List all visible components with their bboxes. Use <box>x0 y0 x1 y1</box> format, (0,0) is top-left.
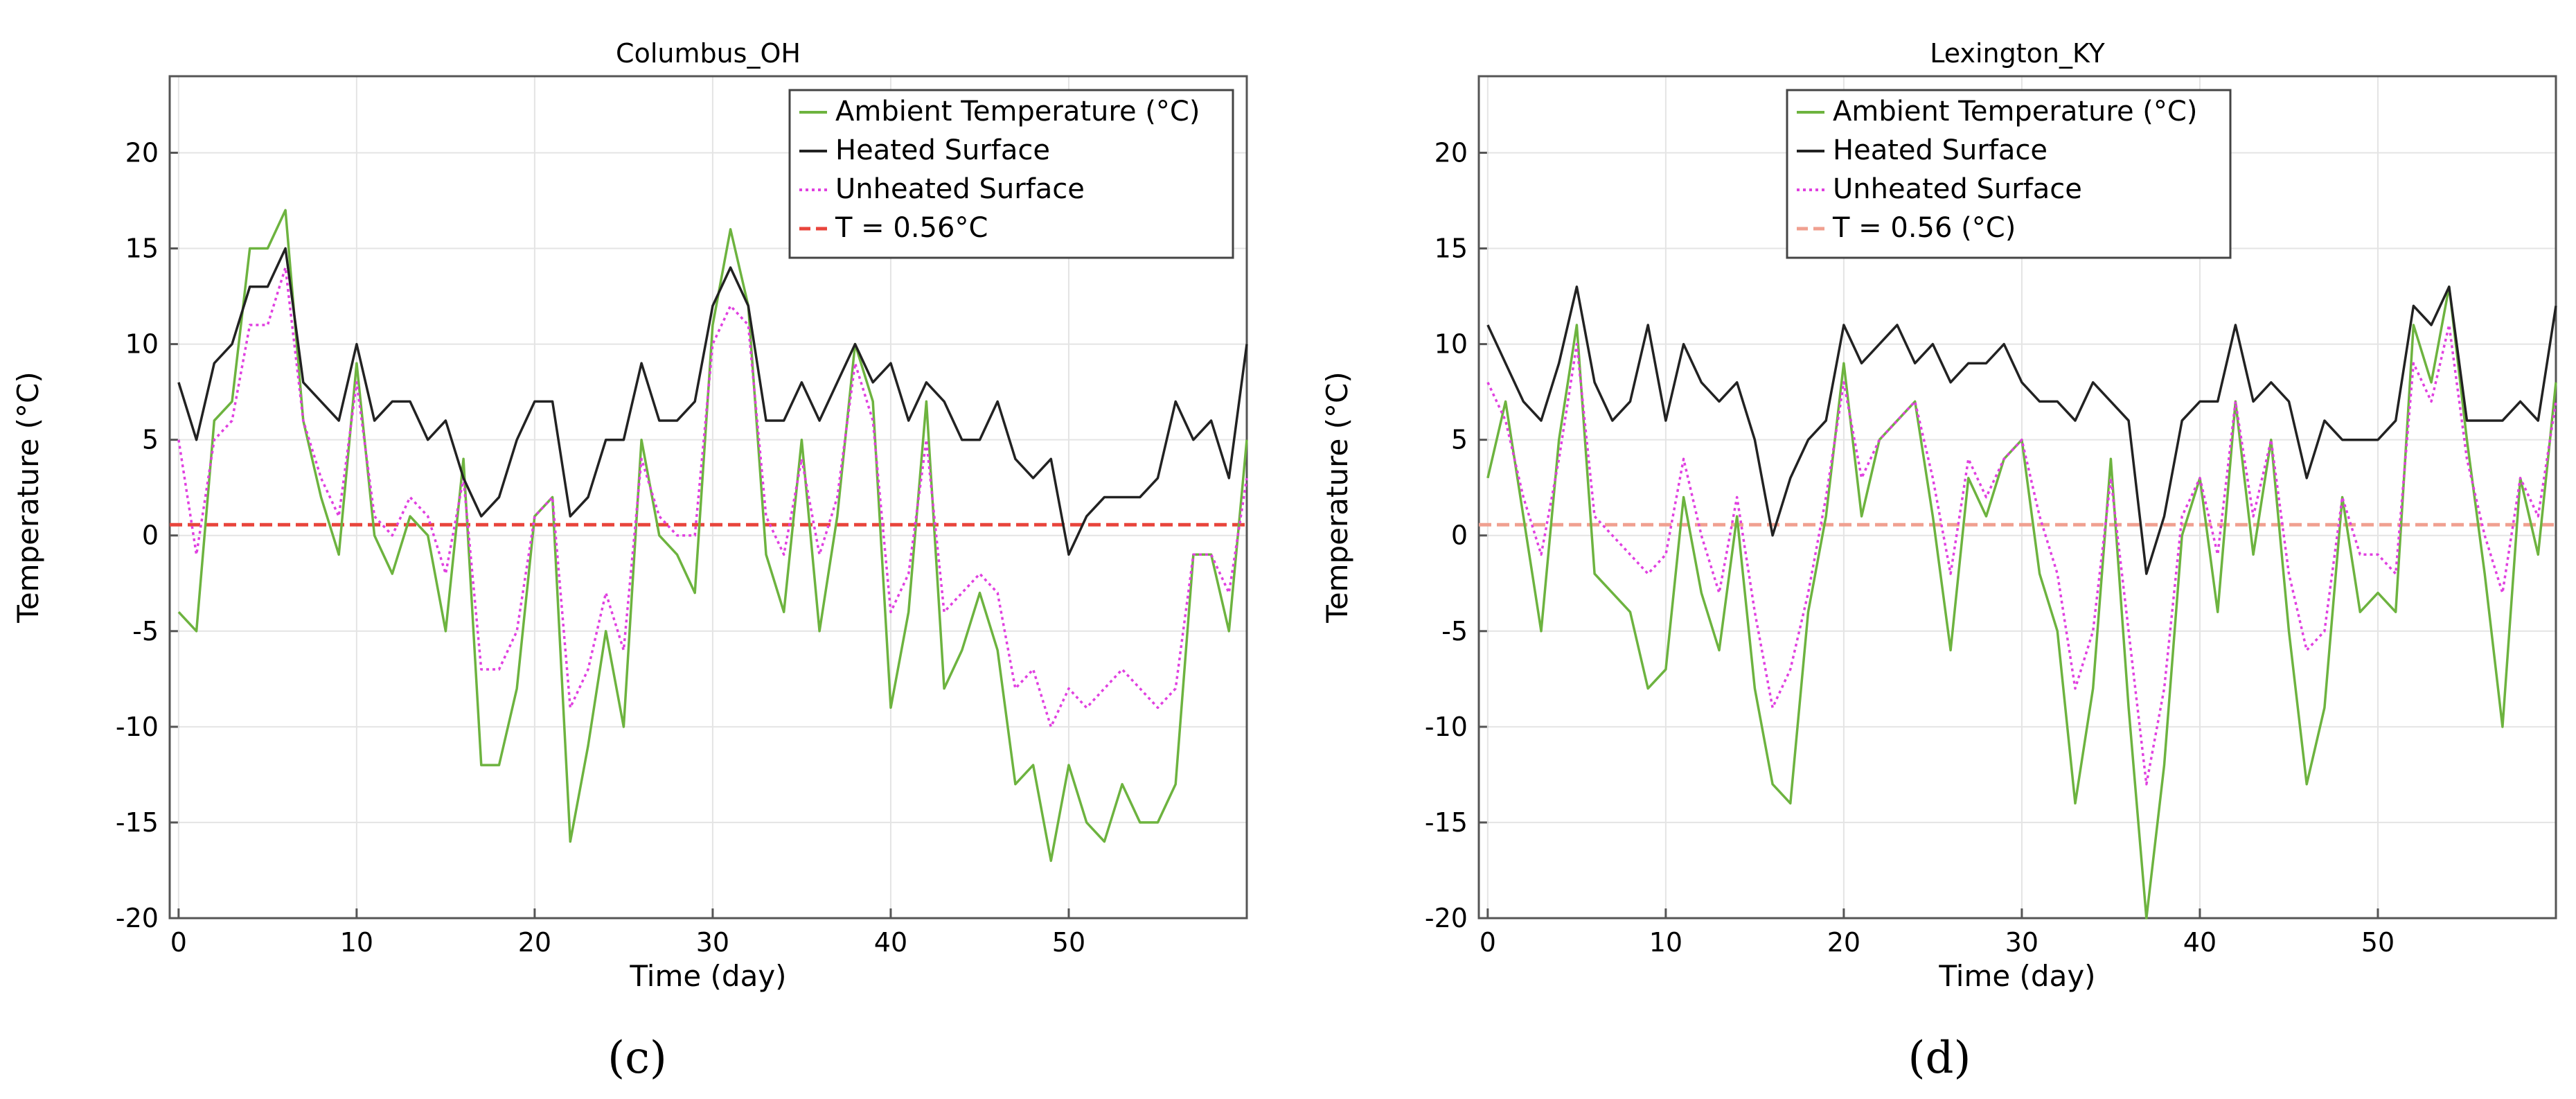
legend-box <box>1786 89 2232 259</box>
y-tick-label: -15 <box>1425 807 1468 838</box>
legend-label: T = 0.56°C <box>835 212 988 244</box>
y-tick-label: 20 <box>1434 137 1468 168</box>
series-line-unheated-surface <box>1486 324 2557 786</box>
y-axis-label: Temperature (°C) <box>11 371 45 624</box>
series-line-heated-surface <box>1486 285 2557 575</box>
y-tick-label: -10 <box>1425 712 1468 742</box>
series-line-ambient-temperature-c <box>177 209 1248 862</box>
chart-title: Lexington_KY <box>1930 38 2105 69</box>
x-tick-label: 40 <box>874 927 907 958</box>
series-line-heated-surface <box>177 247 1248 556</box>
x-tick-label: 30 <box>696 927 729 958</box>
x-tick-label: 10 <box>1649 927 1682 958</box>
y-tick-label: -15 <box>116 807 159 838</box>
legend-label: Unheated Surface <box>1833 173 2082 205</box>
x-tick-label: 40 <box>2183 927 2217 958</box>
chart-panel-columbus: -20 -15 -10 -5 0 5 10 15 20 0 10 20 30 40 50 Columbus_O… <box>11 38 1248 1084</box>
panel-caption: (c) <box>607 1032 667 1084</box>
legend-label: Ambient Temperature (°C) <box>1833 96 2197 128</box>
legend-label: Heated Surface <box>835 134 1050 166</box>
y-tick-label: -20 <box>116 903 159 933</box>
y-tick-label: 15 <box>1434 234 1468 264</box>
x-axis-label: Time (day) <box>629 959 786 993</box>
y-tick-label: -20 <box>1425 903 1468 933</box>
x-tick-label: 30 <box>2005 927 2038 958</box>
chart-title: Columbus_OH <box>616 38 801 69</box>
y-tick-label: -5 <box>132 616 159 647</box>
x-tick-label: 20 <box>518 927 551 958</box>
y-tick-label: 15 <box>125 234 159 264</box>
legend-label: T = 0.56 (°C) <box>1832 212 2016 244</box>
legend-label: Ambient Temperature (°C) <box>835 96 1200 128</box>
x-tick-label: 20 <box>1827 927 1860 958</box>
y-tick-label: -5 <box>1441 616 1468 647</box>
x-tick-label: 0 <box>1480 927 1496 958</box>
series-line-unheated-surface <box>177 266 1248 728</box>
x-tick-label: 50 <box>2361 927 2395 958</box>
x-tick-label: 0 <box>170 927 187 958</box>
y-tick-label: 5 <box>1451 425 1468 455</box>
y-tick-label: 10 <box>1434 329 1468 360</box>
legend-label: Unheated Surface <box>835 173 1085 205</box>
plot-frame <box>168 75 1248 920</box>
x-axis-label: Time (day) <box>1938 959 2095 993</box>
y-tick-label: 20 <box>125 137 159 168</box>
plot-frame <box>1477 75 2557 920</box>
x-tick-label: 50 <box>1052 927 1085 958</box>
y-tick-label: 10 <box>125 329 159 360</box>
y-axis-label: Temperature (°C) <box>1320 371 1354 624</box>
x-tick-label: 10 <box>340 927 373 958</box>
y-tick-label: -10 <box>116 712 159 742</box>
panel-caption: (d) <box>1908 1032 1971 1084</box>
y-tick-label: 5 <box>142 425 159 455</box>
legend-label: Heated Surface <box>1833 134 2048 166</box>
y-tick-label: 0 <box>1451 520 1468 551</box>
y-tick-label: 0 <box>142 520 159 551</box>
chart-panel-lexington: -20 -15 -10 -5 0 5 10 15 20 0 10 20 30 40 50 Lexington_… <box>1320 38 2557 1084</box>
legend-box <box>788 89 1234 259</box>
